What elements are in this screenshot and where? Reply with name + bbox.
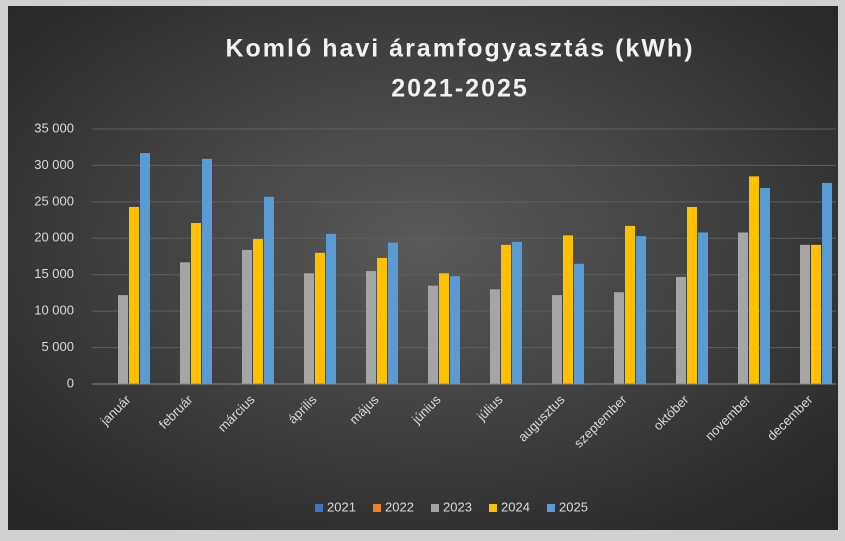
y-tick-label: 35 000 xyxy=(34,120,74,135)
bar xyxy=(625,225,635,384)
bar xyxy=(552,295,562,384)
bar xyxy=(439,273,449,384)
bar xyxy=(687,206,697,384)
bar xyxy=(822,182,832,384)
legend-label: 2022 xyxy=(385,499,414,514)
bar xyxy=(326,233,336,384)
bar xyxy=(749,176,759,384)
bar xyxy=(264,196,274,384)
bar xyxy=(811,244,821,384)
bar xyxy=(253,239,263,384)
legend-swatch xyxy=(547,504,555,512)
bar xyxy=(614,292,624,384)
bar xyxy=(129,206,139,384)
bar xyxy=(636,236,646,384)
bar xyxy=(377,257,387,384)
y-tick-label: 25 000 xyxy=(34,193,74,208)
bar xyxy=(450,276,460,384)
bar xyxy=(242,249,252,384)
bar xyxy=(760,188,770,384)
y-tick-label: 15 000 xyxy=(34,266,74,281)
legend-label: 2023 xyxy=(443,499,472,514)
y-tick-label: 0 xyxy=(67,375,74,390)
bar xyxy=(202,158,212,384)
chart-subtitle: 2021-2025 xyxy=(391,75,529,103)
legend-swatch xyxy=(489,504,497,512)
y-tick-label: 5 000 xyxy=(41,339,74,354)
bar xyxy=(563,235,573,384)
bar xyxy=(512,241,522,384)
legend-swatch xyxy=(431,504,439,512)
bar xyxy=(118,295,128,384)
y-tick-label: 20 000 xyxy=(34,230,74,245)
bar xyxy=(800,244,810,384)
bar xyxy=(490,289,500,384)
bar xyxy=(366,271,376,384)
bar xyxy=(191,222,201,384)
y-tick-label: 30 000 xyxy=(34,157,74,172)
bar xyxy=(428,285,438,384)
bar xyxy=(388,242,398,384)
legend-swatch xyxy=(373,504,381,512)
chart-title: Komló havi áramfogyasztás (kWh) xyxy=(225,35,694,63)
bar xyxy=(574,263,584,384)
bar xyxy=(140,153,150,384)
legend-label: 2021 xyxy=(327,499,356,514)
legend-label: 2024 xyxy=(501,499,530,514)
legend-label: 2025 xyxy=(559,499,588,514)
bar xyxy=(676,276,686,384)
legend-swatch xyxy=(315,504,323,512)
bar xyxy=(315,252,325,384)
bar xyxy=(738,232,748,384)
bar xyxy=(501,244,511,384)
bar xyxy=(698,232,708,384)
bar xyxy=(180,262,190,384)
bar xyxy=(304,273,314,384)
y-tick-label: 10 000 xyxy=(34,303,74,318)
